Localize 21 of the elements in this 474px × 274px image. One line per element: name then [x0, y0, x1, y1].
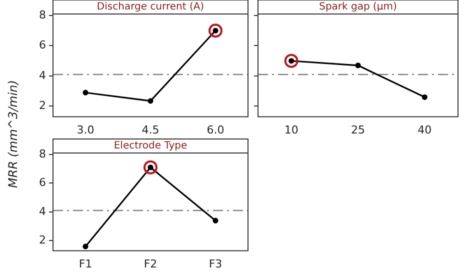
x-tick-label: 4.5	[142, 123, 160, 136]
y-tick-label: 8	[39, 147, 46, 160]
x-tick-label: 25	[351, 123, 365, 136]
chart-title: Spark gap (µm)	[319, 2, 398, 13]
x-tick-label: 6.0	[206, 123, 224, 136]
y-tick-label: 2	[39, 234, 46, 247]
x-tick-label: 40	[418, 123, 432, 136]
y-tick-label: 2	[39, 99, 46, 112]
chart-title: Electrode Type	[114, 140, 188, 152]
chart-title: Discharge current (A)	[96, 2, 204, 13]
x-tick-label: 3.0	[76, 123, 94, 136]
y-tick-label: 6	[39, 38, 46, 52]
x-tick-label: 10	[284, 123, 298, 136]
y-tick-label: 8	[39, 8, 46, 22]
y-tick-label: 4	[39, 204, 46, 218]
y-tick-label: 6	[39, 176, 46, 190]
x-tick-label: F2	[144, 257, 158, 270]
y-axis-title: MRR (mm^3/min)	[6, 79, 20, 190]
y-tick-label: 4	[39, 68, 46, 82]
x-tick-label: F3	[208, 257, 222, 270]
x-tick-label: F1	[78, 257, 92, 270]
